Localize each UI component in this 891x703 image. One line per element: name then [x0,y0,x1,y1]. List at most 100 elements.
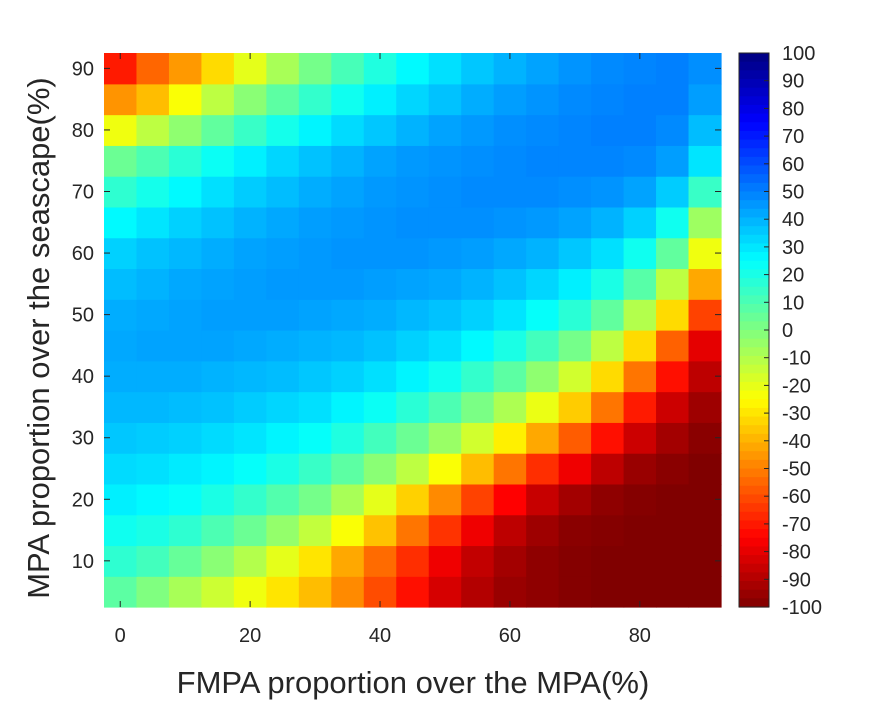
colorbar-segment [739,113,769,123]
heatmap-cell [591,53,625,85]
heatmap-cell [168,206,203,239]
colorbar-segment [739,260,769,271]
heatmap-cell [363,268,397,300]
colorbar-segment [739,139,769,149]
heatmap-cell [201,206,235,239]
heatmap-cell [656,299,690,331]
colorbar-tick-label: 100 [782,43,815,65]
heatmap-cell [428,299,462,331]
heatmap-cell [168,268,203,300]
heatmap-cell [526,514,560,547]
heatmap-cell [396,206,430,239]
heatmap-cell [298,114,332,146]
heatmap-cell [461,114,495,146]
heatmap-cell [558,268,592,300]
colorbar-tick-label: -10 [782,348,811,370]
heatmap-cell [233,545,267,577]
heatmap-cell [688,268,722,300]
colorbar-tick-label: -50 [782,459,811,481]
heatmap-cell [298,453,332,485]
heatmap-cell [656,145,690,177]
heatmap-cell [266,299,300,331]
heatmap-cell [623,422,657,454]
colorbar-segment [739,156,769,167]
heatmap-cell [623,237,657,270]
heatmap-cell [623,330,657,362]
colorbar-tick-label: -90 [782,569,811,591]
heatmap-cell [266,545,300,577]
colorbar-segment [739,286,769,296]
heatmap-cell [428,83,462,116]
heatmap-cell [266,453,300,485]
heatmap-cell [493,483,527,516]
heatmap-cell [428,453,462,485]
heatmap-cell [331,330,365,362]
heatmap-cell [201,299,235,331]
heatmap-cell [428,545,462,577]
heatmap-cell [363,145,397,177]
heatmap-cell [136,483,170,516]
colorbar-segment [739,529,769,539]
heatmap-cell [591,176,625,208]
heatmap-cell [591,453,625,485]
heatmap-cell [461,422,495,454]
heatmap-cell [428,483,462,516]
colorbar-segment [739,174,769,184]
heatmap-cell [526,53,560,85]
x-axis-ticks: 0 20 40 60 80 [115,53,651,647]
colorbar-segment [739,433,769,444]
heatmap-cell [201,360,235,393]
colorbar-segment [739,226,769,236]
colorbar-tick-label: -100 [782,597,822,619]
heatmap-cell [331,176,365,208]
heatmap-cell [623,114,657,146]
heatmap-cell [688,206,722,239]
heatmap-cell [104,206,138,239]
heatmap-cell [168,483,203,516]
heatmap-cell [201,422,235,454]
colorbar-tick-label: 50 [782,182,804,204]
heatmap-cell [558,237,592,270]
heatmap-cell [461,206,495,239]
colorbar-segment [739,442,769,452]
heatmap-cell [136,545,170,577]
heatmap-cell [428,114,462,146]
heatmap-cell [558,114,592,146]
heatmap-cell [526,330,560,362]
heatmap-cell [493,453,527,485]
colorbar-segment [739,416,769,426]
heatmap-cell [428,330,462,362]
heatmap-cell [623,206,657,239]
heatmap-cell [656,330,690,362]
colorbar-tick-label: 60 [782,154,804,176]
colorbar-segment [739,243,769,253]
heatmap-cell [428,422,462,454]
colorbar-tick-label: 90 [782,71,804,93]
heatmap-cell [331,453,365,485]
heatmap-cell [266,483,300,516]
heatmap-cell [591,206,625,239]
heatmap-cell [428,237,462,270]
heatmap-cell [656,391,690,423]
heatmap-cell [493,83,527,116]
heatmap-cell [136,576,170,608]
heatmap-cell [656,483,690,516]
heatmap-cell [688,83,722,116]
heatmap-cell [526,483,560,516]
colorbar-segment [739,364,769,374]
heatmap-cell [136,330,170,362]
heatmap-cell [591,83,625,116]
heatmap-cell [591,145,625,177]
x-tick-label: 80 [629,625,651,647]
heatmap-cell [331,422,365,454]
heatmap-cell [493,114,527,146]
heatmap-cell [493,391,527,423]
heatmap-cell [233,114,267,146]
y-axis-ticks: 10 20 30 40 50 60 70 80 90 [72,58,721,573]
colorbar-segment [739,520,769,530]
colorbar-tick-label: -70 [782,514,811,536]
heatmap-cell [331,545,365,577]
x-tick-label: 60 [499,625,521,647]
colorbar-segment [739,70,769,80]
heatmap-cell [396,514,430,547]
